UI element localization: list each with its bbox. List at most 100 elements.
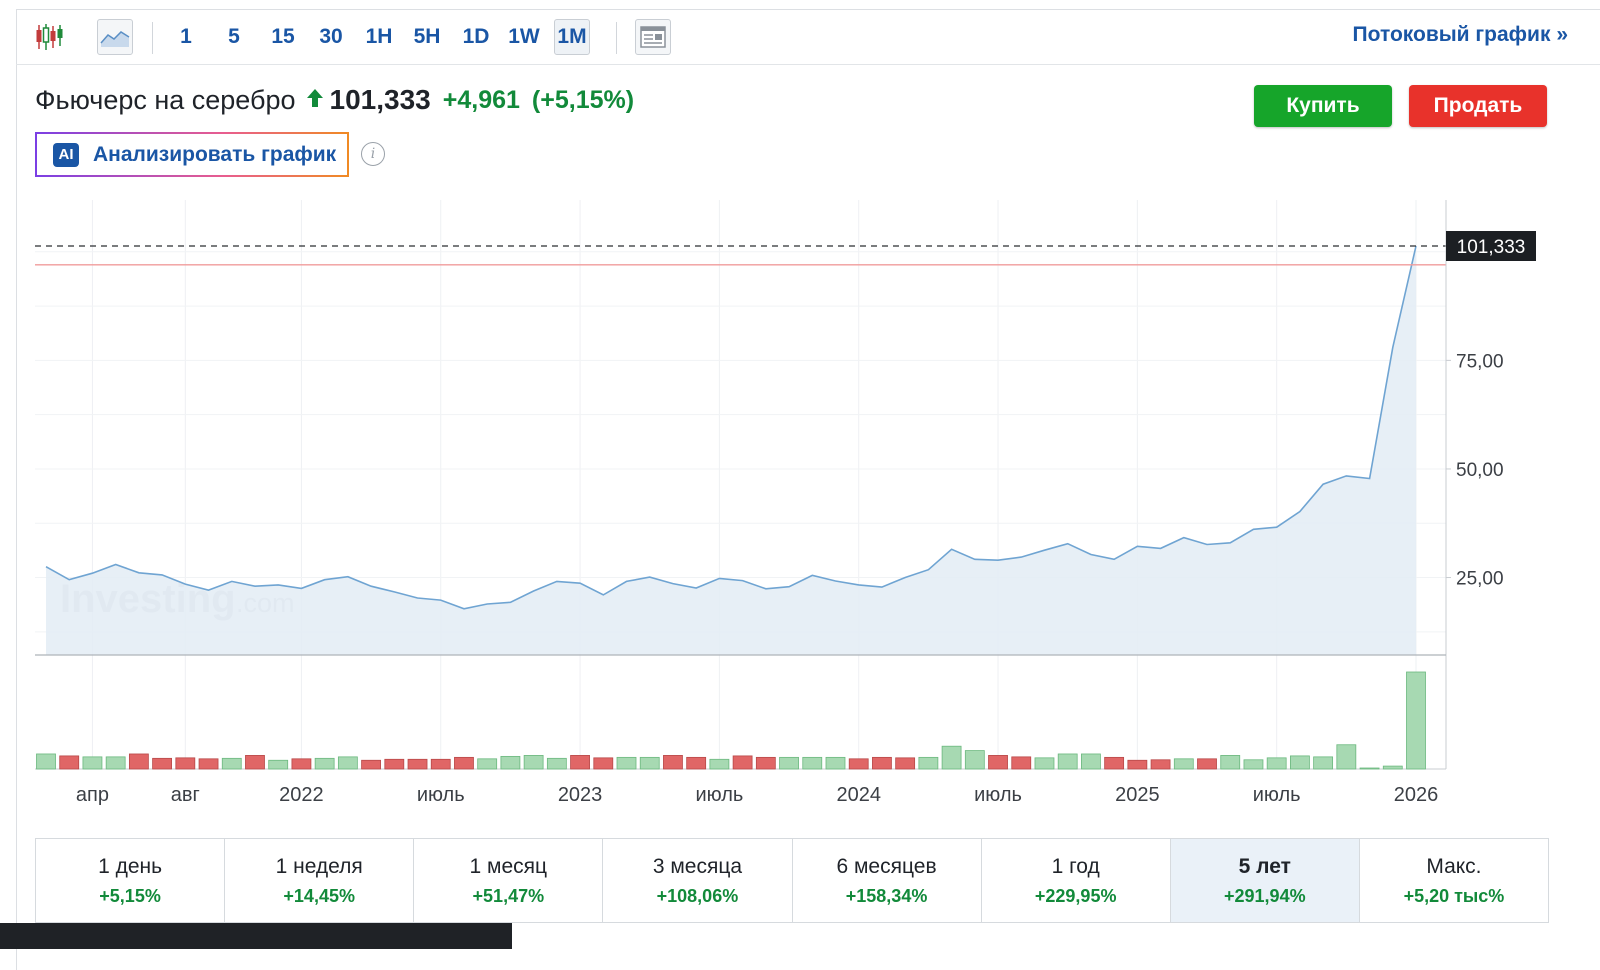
period-5[interactable]: 1 год +229,95% (981, 839, 1171, 922)
volume-bar[interactable] (593, 757, 614, 770)
area-chart-icon[interactable] (97, 19, 133, 55)
toolbar-divider (152, 22, 153, 54)
layout-icon[interactable] (635, 19, 671, 55)
analyze-chart-button[interactable]: AI Анализировать график (35, 132, 349, 177)
price-line[interactable] (45, 245, 1417, 610)
volume-bar[interactable] (314, 757, 335, 770)
volume-bar[interactable] (1057, 753, 1078, 770)
volume-bar[interactable] (941, 745, 962, 770)
up-arrow-icon (306, 88, 324, 113)
volume-bar[interactable] (616, 756, 637, 770)
volume-bar[interactable] (1104, 756, 1125, 770)
volume-bar[interactable] (709, 758, 730, 770)
volume-bar[interactable] (1127, 759, 1148, 770)
y-tick-label: 25,00 (1456, 569, 1504, 590)
timeframe-1h[interactable]: 1H (365, 25, 393, 48)
volume-bar[interactable] (407, 758, 428, 770)
timeframe-1w[interactable]: 1W (508, 25, 540, 48)
volume-bar[interactable] (175, 757, 196, 770)
volume-bar[interactable] (1197, 758, 1217, 770)
volume-bar[interactable] (1406, 671, 1426, 770)
period-4[interactable]: 6 месяцев +158,34% (792, 839, 982, 922)
period-change: +229,95% (1034, 885, 1117, 906)
period-7[interactable]: Макс. +5,20 тыс% (1359, 839, 1548, 922)
price-chart[interactable]: Investing.com25,0050,0075,00101,333аправ… (0, 0, 1600, 830)
volume-bar[interactable] (198, 758, 219, 770)
volume-bar[interactable] (430, 758, 451, 770)
timeframe-1m[interactable]: 1M (554, 19, 590, 55)
volume-bar[interactable] (1220, 755, 1241, 770)
volume-bar[interactable] (1173, 758, 1194, 770)
volume-bar[interactable] (454, 756, 474, 770)
volume-bar[interactable] (1382, 765, 1403, 770)
volume-bar[interactable] (59, 755, 80, 770)
volume-bar[interactable] (221, 757, 242, 770)
period-3[interactable]: 3 месяца +108,06% (603, 839, 793, 922)
volume-bar[interactable] (245, 755, 265, 770)
volume-bar[interactable] (848, 758, 869, 770)
volume-bar[interactable] (36, 753, 56, 770)
volume-bar[interactable] (663, 755, 683, 770)
timeframe-5h[interactable]: 5H (413, 25, 441, 48)
volume-bar[interactable] (1081, 753, 1101, 770)
timeframe-15[interactable]: 15 (271, 25, 295, 48)
timeframe-5[interactable]: 5 (228, 25, 240, 48)
volume-bar[interactable] (152, 757, 173, 770)
period-change: +5,15% (99, 885, 161, 906)
volume-bar[interactable] (291, 758, 312, 770)
buy-button[interactable]: Купить (1254, 85, 1392, 127)
volume-bar[interactable] (546, 757, 567, 770)
volume-bar[interactable] (639, 756, 660, 770)
volume-bar[interactable] (872, 756, 892, 770)
volume-bar[interactable] (523, 755, 544, 770)
volume-bar[interactable] (477, 758, 498, 770)
volume-bar[interactable] (1313, 756, 1334, 770)
volume-bar[interactable] (1266, 757, 1287, 770)
volume-bar[interactable] (1289, 755, 1310, 770)
volume-bar[interactable] (1034, 757, 1055, 770)
volume-bar[interactable] (988, 755, 1008, 770)
volume-bar[interactable] (732, 755, 753, 770)
y-tick-label: 50,00 (1456, 460, 1504, 481)
period-change: +108,06% (656, 885, 739, 906)
sell-button[interactable]: Продать (1409, 85, 1547, 127)
volume-bar[interactable] (825, 756, 846, 770)
volume-bar[interactable] (361, 759, 381, 770)
volume-bar[interactable] (105, 756, 126, 770)
volume-bar[interactable] (337, 756, 358, 770)
volume-bar[interactable] (755, 756, 776, 770)
x-tick-label: 2022 (279, 784, 324, 806)
period-label: 1 день (98, 854, 163, 878)
streaming-chart-link[interactable]: Потоковый график » (1352, 23, 1568, 46)
volume-bar[interactable] (802, 756, 823, 770)
volume-bar[interactable] (1011, 756, 1032, 770)
volume-bar[interactable] (686, 756, 707, 770)
volume-bar[interactable] (82, 756, 103, 770)
last-price: 101,333 (329, 84, 431, 115)
volume-bar[interactable] (384, 758, 405, 770)
volume-bar[interactable] (268, 759, 289, 770)
volume-bar[interactable] (570, 755, 590, 770)
volume-bar[interactable] (500, 755, 521, 770)
bottom-overlay-bar (0, 923, 512, 949)
period-0[interactable]: 1 день +5,15% (36, 839, 226, 922)
timeframe-1[interactable]: 1 (180, 25, 192, 48)
info-icon[interactable]: i (361, 142, 385, 166)
volume-bar[interactable] (779, 756, 799, 770)
volume-bar[interactable] (1336, 744, 1357, 770)
timeframe-30[interactable]: 30 (319, 25, 343, 48)
volume-bar[interactable] (895, 757, 916, 770)
period-2[interactable]: 1 месяц +51,47% (414, 839, 604, 922)
volume-bar[interactable] (128, 753, 149, 770)
volume-bar[interactable] (1150, 759, 1171, 770)
instrument-name: Фьючерс на серебро (35, 84, 296, 115)
volume-bar[interactable] (964, 750, 985, 770)
volume-bar[interactable] (1359, 767, 1380, 770)
timeframe-1d[interactable]: 1D (462, 25, 490, 48)
volume-bar[interactable] (1243, 759, 1264, 770)
period-6[interactable]: 5 лет +291,94% (1170, 839, 1360, 922)
period-change: +51,47% (472, 885, 545, 906)
period-1[interactable]: 1 неделя +14,45% (225, 839, 415, 922)
volume-bar[interactable] (918, 756, 939, 770)
candlestick-icon[interactable] (32, 19, 68, 55)
